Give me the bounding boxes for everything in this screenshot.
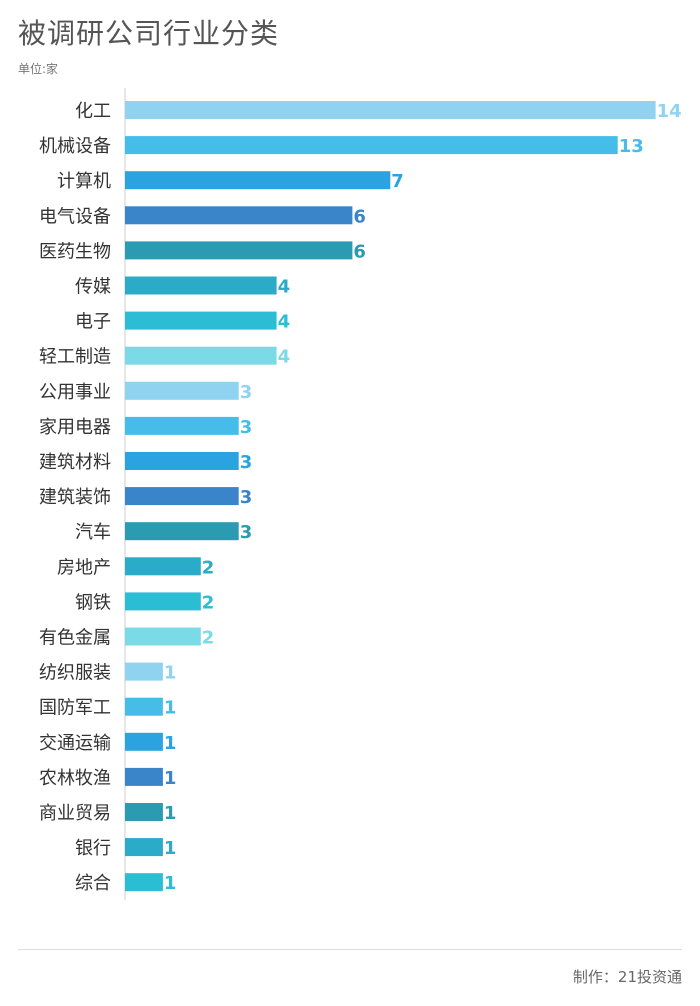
value-label: 14	[657, 101, 682, 122]
bar	[125, 767, 163, 786]
value-label: 1	[164, 873, 177, 894]
bar	[125, 838, 163, 857]
bar	[125, 206, 353, 225]
bar	[125, 522, 239, 541]
value-label: 1	[164, 838, 177, 859]
value-label: 2	[202, 557, 215, 578]
bar	[125, 662, 163, 681]
category-label: 电子	[75, 312, 111, 333]
value-label: 2	[202, 592, 215, 613]
value-label: 13	[619, 136, 644, 157]
value-label: 3	[240, 417, 253, 438]
value-label: 2	[202, 628, 215, 649]
category-label: 汽车	[75, 522, 111, 543]
value-label: 3	[240, 522, 253, 543]
bar	[125, 416, 239, 435]
value-label: 6	[353, 206, 366, 227]
bar	[125, 241, 353, 260]
bar	[125, 557, 201, 576]
bar	[125, 452, 239, 470]
bar	[125, 873, 163, 892]
category-label: 计算机	[57, 171, 111, 192]
source-credit: 制作：21投资通	[572, 968, 682, 986]
category-label: 建筑装饰	[39, 487, 111, 508]
category-label: 交通运输	[39, 733, 111, 754]
category-label: 商业贸易	[39, 803, 111, 824]
bar	[125, 487, 239, 506]
chart-title: 被调研公司行业分类	[18, 17, 280, 50]
category-label: 有色金属	[39, 628, 111, 649]
value-label: 3	[240, 382, 253, 403]
category-label: 银行	[75, 838, 111, 859]
value-label: 7	[391, 171, 404, 192]
category-label: 房地产	[57, 557, 111, 578]
value-label: 3	[240, 452, 253, 473]
value-label: 4	[278, 277, 291, 298]
value-label: 3	[240, 487, 253, 508]
category-label: 传媒	[75, 277, 111, 298]
bar	[125, 311, 277, 330]
category-label: 轻工制造	[39, 347, 111, 368]
category-label: 综合	[75, 873, 111, 894]
bar	[125, 592, 201, 611]
category-label: 化工	[75, 101, 111, 122]
category-label: 公用事业	[39, 382, 111, 403]
bar	[125, 346, 277, 365]
bar	[125, 627, 201, 646]
value-label: 1	[164, 663, 177, 684]
category-label: 国防军工	[39, 698, 111, 719]
category-label: 纺织服装	[39, 663, 111, 684]
bar	[125, 171, 391, 190]
bar	[125, 276, 277, 295]
unit-label: 单位:家	[18, 62, 59, 76]
category-label: 钢铁	[75, 592, 111, 613]
category-label: 机械设备	[39, 136, 111, 157]
bar	[125, 732, 163, 751]
bar	[125, 101, 656, 119]
footer-divider	[18, 949, 682, 950]
category-label: 农林牧渔	[39, 768, 111, 789]
value-label: 1	[164, 698, 177, 719]
category-label: 电气设备	[39, 206, 111, 227]
value-label: 6	[353, 241, 366, 262]
bar	[125, 136, 618, 155]
value-label: 1	[164, 803, 177, 824]
value-label: 1	[164, 768, 177, 789]
value-label: 1	[164, 733, 177, 754]
category-label: 医药生物	[39, 241, 111, 262]
category-label: 建筑材料	[39, 452, 111, 473]
bar	[125, 803, 163, 821]
category-label: 家用电器	[39, 417, 111, 438]
value-label: 4	[278, 347, 291, 368]
bar	[125, 381, 239, 400]
bar	[125, 697, 163, 716]
value-label: 4	[278, 312, 291, 333]
